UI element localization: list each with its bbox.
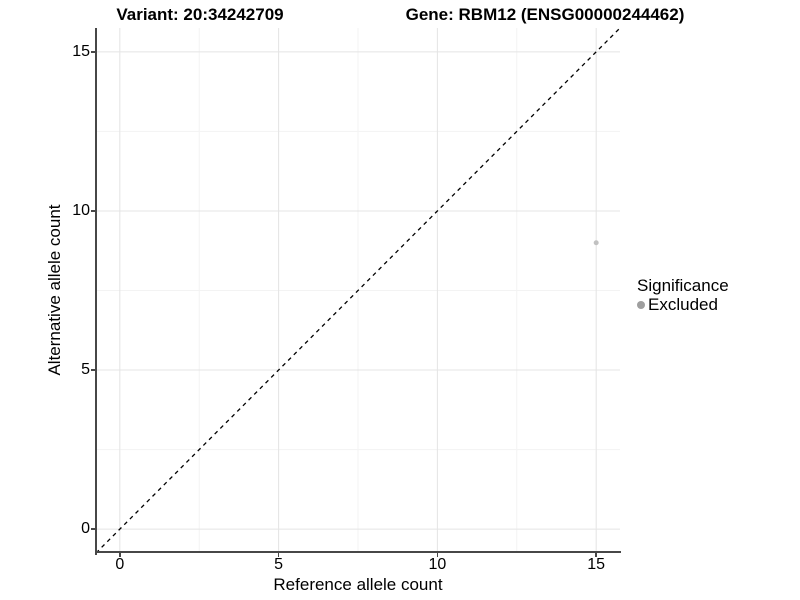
y-axis-line [95, 28, 97, 555]
x-axis-line [95, 551, 621, 553]
x-tick-mark [277, 553, 280, 557]
x-axis-title: Reference allele count [273, 575, 443, 594]
y-tick-mark [91, 210, 95, 212]
y-tick-label: 10 [72, 201, 90, 219]
identity-dashed-line [96, 28, 620, 553]
plot-panel [96, 28, 620, 553]
legend-point-icon [637, 301, 645, 309]
x-tick-label: 0 [115, 556, 125, 573]
y-tick-mark [91, 51, 95, 53]
y-tick-label: 5 [81, 361, 90, 379]
plot-title-variant: Variant: 20:34242709 [116, 5, 284, 24]
legend: Significance Excluded [637, 276, 729, 314]
x-tick-mark [119, 553, 121, 557]
y-tick-mark [91, 528, 95, 530]
y-tick-label: 15 [72, 42, 90, 60]
data-point [593, 240, 599, 246]
legend-title: Significance [637, 276, 729, 295]
legend-item-excluded: Excluded [637, 296, 729, 314]
x-tick-label: 5 [274, 556, 284, 573]
x-tick-label: 15 [587, 556, 606, 573]
y-tick-mark [91, 369, 95, 371]
legend-item-label: Excluded [648, 295, 718, 314]
y-tick-label: 0 [81, 520, 90, 538]
x-tick-mark [595, 553, 597, 557]
y-axis-title: Alternative allele count [45, 204, 64, 376]
plot-canvas [96, 28, 620, 553]
plot-title-gene: Gene: RBM12 (ENSG00000244462) [405, 5, 685, 24]
x-tick-label: 10 [428, 556, 447, 573]
x-tick-mark [436, 553, 439, 557]
